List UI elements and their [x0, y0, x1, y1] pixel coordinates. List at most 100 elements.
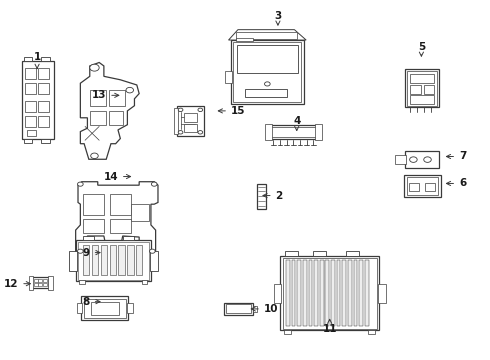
Bar: [83, 194, 104, 215]
Bar: [110, 194, 131, 215]
Bar: [69, 251, 76, 271]
Bar: [404, 175, 441, 197]
Bar: [39, 68, 49, 79]
Bar: [43, 279, 47, 282]
Bar: [109, 90, 125, 106]
Circle shape: [178, 131, 183, 134]
Bar: [127, 303, 133, 313]
Bar: [365, 260, 368, 326]
Bar: [410, 95, 434, 104]
Bar: [109, 111, 122, 125]
Bar: [127, 245, 133, 275]
Text: 12: 12: [4, 279, 30, 289]
Bar: [236, 32, 297, 39]
Circle shape: [151, 182, 157, 186]
Bar: [81, 297, 128, 320]
Bar: [285, 251, 298, 256]
Bar: [28, 276, 33, 289]
Bar: [231, 40, 304, 104]
Bar: [39, 116, 49, 127]
Bar: [83, 219, 104, 233]
Text: 8: 8: [82, 297, 100, 307]
Bar: [331, 260, 335, 326]
Bar: [237, 45, 298, 73]
Circle shape: [77, 249, 83, 253]
Bar: [346, 251, 359, 256]
Bar: [320, 260, 323, 326]
Bar: [283, 258, 377, 329]
Bar: [368, 330, 375, 334]
Bar: [284, 330, 291, 334]
Bar: [25, 68, 36, 79]
Bar: [354, 260, 357, 326]
Bar: [150, 251, 157, 271]
Text: 11: 11: [322, 319, 337, 334]
Bar: [410, 73, 434, 83]
Bar: [131, 204, 148, 221]
Bar: [177, 107, 204, 136]
Bar: [271, 127, 316, 137]
Bar: [184, 113, 197, 122]
Bar: [343, 260, 346, 326]
Circle shape: [149, 249, 155, 253]
Bar: [39, 283, 42, 287]
Bar: [174, 108, 178, 134]
Bar: [265, 124, 272, 140]
Bar: [245, 89, 287, 97]
Bar: [407, 71, 437, 106]
Bar: [315, 124, 321, 140]
Bar: [233, 42, 301, 102]
Bar: [110, 219, 131, 233]
Text: 6: 6: [446, 179, 466, 188]
Bar: [409, 184, 419, 191]
Bar: [22, 62, 53, 139]
Bar: [286, 260, 290, 326]
Bar: [90, 111, 106, 125]
Bar: [100, 245, 107, 275]
Bar: [79, 280, 85, 284]
Bar: [39, 100, 49, 112]
Bar: [25, 116, 36, 127]
Bar: [297, 260, 301, 326]
Bar: [184, 124, 197, 132]
Bar: [31, 278, 51, 288]
Bar: [91, 302, 119, 315]
Text: 15: 15: [218, 106, 245, 116]
Bar: [90, 90, 106, 106]
Bar: [303, 260, 307, 326]
Circle shape: [265, 82, 270, 86]
Bar: [309, 260, 312, 326]
Bar: [39, 279, 42, 282]
Bar: [325, 260, 329, 326]
Bar: [27, 130, 36, 136]
Polygon shape: [75, 182, 158, 253]
Text: 7: 7: [446, 152, 466, 162]
Text: 2: 2: [263, 190, 283, 201]
Circle shape: [178, 108, 183, 112]
Bar: [41, 139, 50, 143]
Bar: [394, 155, 406, 165]
Bar: [92, 245, 98, 275]
Circle shape: [90, 64, 99, 71]
Circle shape: [424, 157, 431, 162]
Bar: [119, 245, 124, 275]
Bar: [378, 284, 386, 303]
Bar: [359, 260, 363, 326]
Bar: [77, 242, 149, 279]
Text: 13: 13: [92, 90, 119, 100]
Circle shape: [198, 108, 203, 112]
Circle shape: [198, 131, 203, 134]
Bar: [313, 251, 326, 256]
Text: 3: 3: [274, 11, 282, 25]
Bar: [280, 256, 379, 330]
Bar: [257, 184, 266, 210]
Bar: [425, 184, 435, 191]
Circle shape: [77, 182, 83, 186]
Bar: [75, 240, 151, 281]
Bar: [49, 276, 53, 289]
Bar: [83, 236, 95, 240]
Text: 9: 9: [83, 248, 100, 257]
Bar: [110, 245, 116, 275]
Bar: [226, 305, 251, 313]
Bar: [405, 151, 439, 168]
